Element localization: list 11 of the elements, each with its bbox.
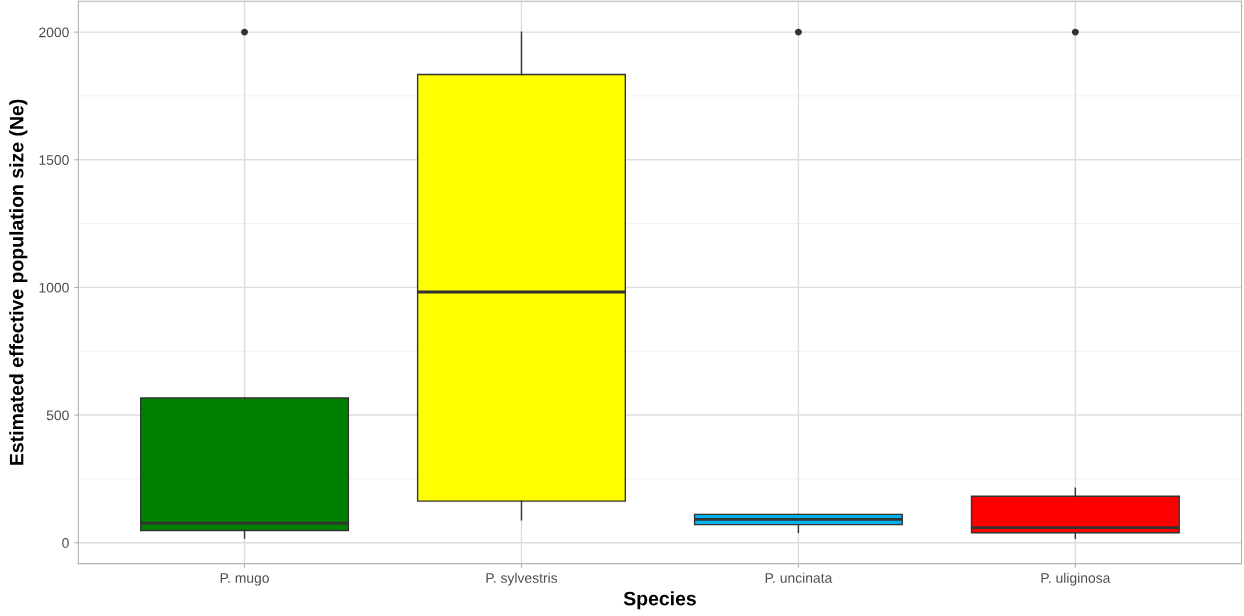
y-tick-label: 0	[62, 538, 69, 548]
y-tick-label: 1000	[39, 282, 69, 293]
y-tick-label: 500	[46, 410, 69, 421]
y-axis-title: Estimated effective population size (Ne)	[9, 99, 28, 465]
x-tick-label: P. uliginosa	[1041, 572, 1111, 586]
x-tick-label: P. mugo	[220, 573, 269, 586]
x-tick-label: P. uncinata	[765, 572, 833, 583]
x-tick-label: P. sylvestris	[486, 572, 558, 586]
x-axis-title: Species	[623, 591, 696, 610]
y-tick-label: 1500	[39, 155, 69, 165]
y-tick-label: 2000	[39, 27, 69, 38]
